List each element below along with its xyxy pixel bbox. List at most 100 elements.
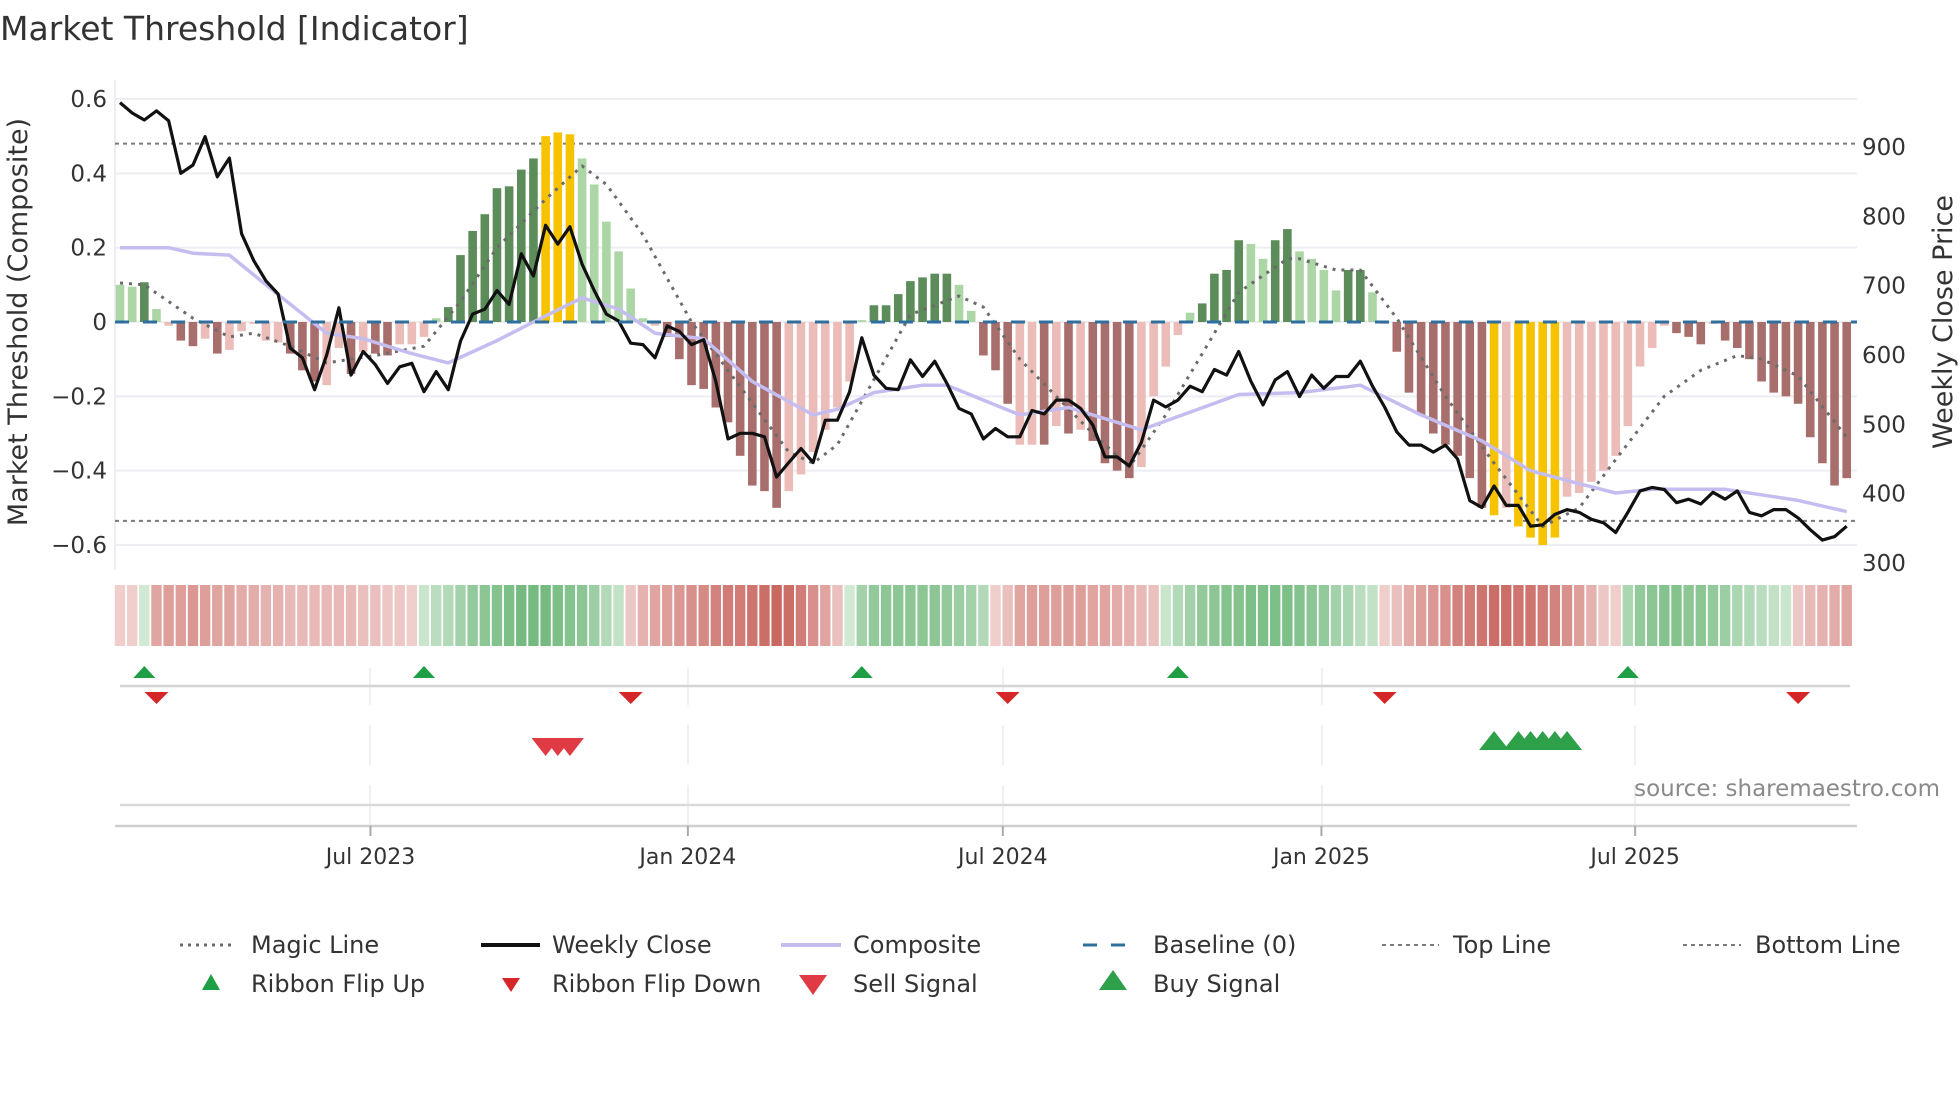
ribbon-cell bbox=[1051, 585, 1062, 646]
ribbon-cell bbox=[978, 585, 989, 646]
ribbon-cell bbox=[1586, 585, 1597, 646]
ribbon-cell bbox=[321, 585, 332, 646]
composite-bar bbox=[444, 307, 453, 322]
legend-flip-down-label: Ribbon Flip Down bbox=[552, 970, 761, 998]
composite-bar bbox=[1283, 229, 1292, 322]
legend-baseline-label: Baseline (0) bbox=[1153, 931, 1296, 959]
ribbon-cell bbox=[1306, 585, 1317, 646]
ribbon-cell bbox=[686, 585, 697, 646]
composite-bar bbox=[650, 322, 660, 326]
series-lines bbox=[118, 101, 1848, 542]
composite-bar bbox=[383, 322, 392, 356]
ribbon-cell bbox=[893, 585, 904, 646]
ribbon-cell bbox=[1355, 585, 1366, 646]
composite-line bbox=[120, 245, 1848, 514]
ribbon-cell bbox=[856, 585, 867, 646]
ribbon-cell bbox=[1428, 585, 1439, 646]
composite-bar bbox=[1173, 322, 1183, 336]
ribbon-cell bbox=[1330, 585, 1342, 646]
composite-bar bbox=[492, 188, 502, 322]
composite-bar bbox=[152, 308, 161, 322]
composite-bar bbox=[1611, 322, 1620, 456]
y-tick-label: −0.4 bbox=[51, 459, 107, 485]
composite-bar bbox=[796, 322, 806, 475]
ribbon-cell bbox=[163, 585, 174, 646]
x-tick-label: Jan 2024 bbox=[637, 845, 736, 870]
ribbon-cell bbox=[175, 585, 186, 646]
ribbon-cell bbox=[1233, 585, 1244, 646]
ribbon-cell bbox=[1257, 585, 1269, 646]
composite-bar bbox=[1599, 322, 1608, 471]
composite-bar bbox=[237, 322, 246, 332]
ribbon-cell bbox=[467, 585, 478, 646]
composite-bar bbox=[1124, 322, 1134, 479]
ribbon-cell bbox=[528, 585, 539, 646]
ribbon-cell bbox=[260, 585, 272, 646]
ribbon-flip-up-marker bbox=[1166, 666, 1189, 678]
composite-bar bbox=[1222, 269, 1231, 322]
composite-bar bbox=[1100, 322, 1110, 464]
ribbon-cell bbox=[1403, 585, 1415, 646]
ribbon-cell bbox=[1719, 585, 1731, 646]
composite-bar bbox=[1623, 322, 1633, 427]
composite-bar bbox=[1331, 290, 1341, 322]
ribbon-cell bbox=[1367, 585, 1378, 646]
ribbon-cell bbox=[1415, 585, 1427, 646]
ribbon-cell bbox=[905, 585, 916, 646]
ribbon-cell bbox=[285, 585, 296, 646]
composite-bar bbox=[127, 286, 137, 322]
composite-bar bbox=[188, 322, 198, 347]
composite-bar bbox=[1818, 322, 1827, 464]
composite-bar bbox=[1465, 322, 1475, 479]
composite-bar bbox=[273, 322, 283, 343]
composite-bar bbox=[1064, 322, 1073, 434]
composite-bar bbox=[1793, 322, 1803, 404]
ribbon-cell bbox=[1075, 585, 1086, 646]
composite-bar bbox=[1477, 322, 1487, 508]
composite-bar bbox=[419, 322, 429, 337]
ribbon-cell bbox=[430, 585, 442, 646]
ribbon-cell bbox=[1270, 585, 1281, 646]
ribbon-flip-down-marker bbox=[144, 692, 169, 704]
y-tick-label: −0.6 bbox=[51, 533, 107, 559]
triangle-down-icon bbox=[799, 975, 827, 995]
legend-item-magic-line: Magic Line bbox=[180, 931, 379, 959]
ribbon-cell bbox=[516, 585, 527, 646]
composite-bar bbox=[687, 322, 696, 386]
composite-bar bbox=[602, 221, 611, 322]
buy-signal-marker bbox=[1479, 731, 1510, 750]
ribbon-flip-up-marker bbox=[133, 666, 156, 678]
ribbon-cell bbox=[868, 585, 880, 646]
ribbon-flip-down-marker bbox=[995, 692, 1020, 704]
ribbon-flip-up-marker bbox=[850, 666, 873, 678]
composite-bar bbox=[1526, 322, 1535, 538]
ribbon-cell bbox=[1148, 585, 1159, 646]
ribbon-cell bbox=[1683, 585, 1694, 646]
ribbon-cell bbox=[1245, 585, 1257, 646]
legend-item-baseline: Baseline (0) bbox=[1083, 931, 1296, 959]
legend-top-label: Top Line bbox=[1452, 931, 1551, 959]
ribbon-cell bbox=[418, 585, 430, 646]
ribbon-cell bbox=[1768, 585, 1779, 646]
composite-bar bbox=[735, 322, 745, 456]
y2-tick-label: 900 bbox=[1862, 135, 1906, 161]
legend-item-weekly-close: Weekly Close bbox=[481, 931, 712, 959]
ribbon-cell bbox=[1087, 585, 1098, 646]
legend-composite-label: Composite bbox=[853, 931, 981, 959]
ribbon-cell bbox=[1026, 585, 1038, 646]
magic-line bbox=[119, 164, 1848, 528]
composite-bar bbox=[1720, 322, 1730, 341]
composite-bar bbox=[760, 322, 769, 492]
ribbon-cell bbox=[297, 585, 308, 646]
buy-signal-marker bbox=[1552, 731, 1583, 750]
legend-item-sell-signal: Sell Signal bbox=[799, 970, 978, 998]
ribbon-cell bbox=[1464, 585, 1475, 646]
composite-bar bbox=[699, 322, 708, 389]
ribbon-cell bbox=[698, 585, 709, 646]
ribbon-cell bbox=[126, 585, 138, 646]
composite-bar bbox=[1562, 322, 1572, 497]
ribbon-cell bbox=[272, 585, 284, 646]
legend-item-ribbon-flip-down: Ribbon Flip Down bbox=[502, 970, 761, 998]
ribbon-cell bbox=[649, 585, 661, 646]
ribbon-cell bbox=[1659, 585, 1670, 646]
